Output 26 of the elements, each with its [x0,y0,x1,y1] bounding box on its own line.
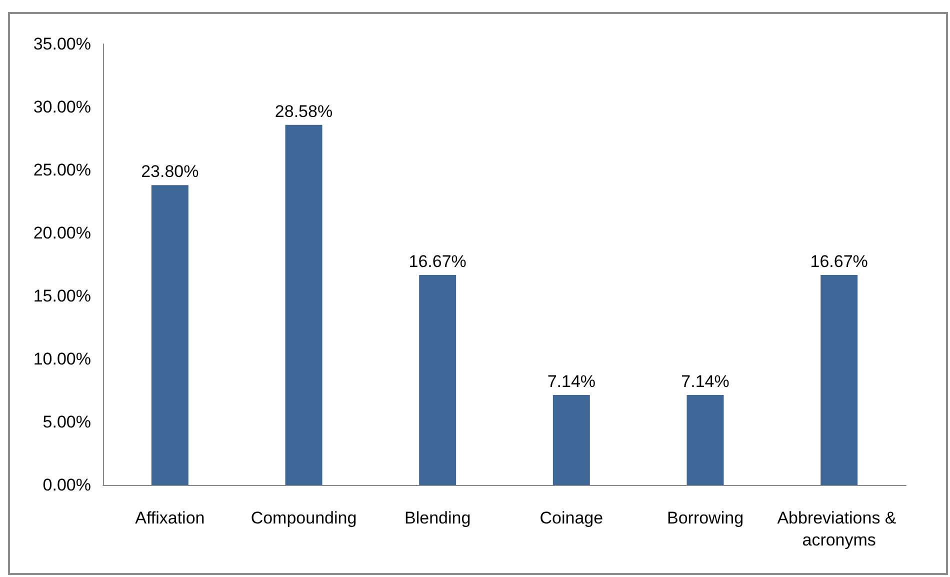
y-tick-label: 10.00% [33,350,91,368]
x-tick-label: Compounding [250,508,357,528]
bar [552,395,590,485]
x-tick-label: Affixation [135,508,205,528]
data-label: 7.14% [547,372,596,392]
bar [686,395,724,485]
x-tick-label: Abbreviations & acronyms [777,508,901,550]
data-label: 28.58% [274,102,333,121]
y-tick-label: 20.00% [33,224,91,242]
x-tick-label: Coinage [540,508,604,528]
x-tick-label: Blending [404,508,471,528]
y-tick-label: 15.00% [33,286,91,306]
y-tick-label: 5.00% [42,412,91,432]
bar [151,185,188,485]
bar [820,274,858,485]
bar [419,274,456,485]
x-tick-label: Borrowing [666,508,744,528]
bar [285,124,322,485]
data-label: 23.80% [141,162,199,182]
data-label: 16.67% [408,252,466,271]
y-tick-label: 30.00% [33,98,91,116]
y-tick-label: 35.00% [33,34,91,54]
data-label: 7.14% [681,372,730,392]
y-tick-label: 0.00% [42,476,91,494]
data-label: 16.67% [810,252,868,271]
y-tick-label: 25.00% [33,160,91,180]
